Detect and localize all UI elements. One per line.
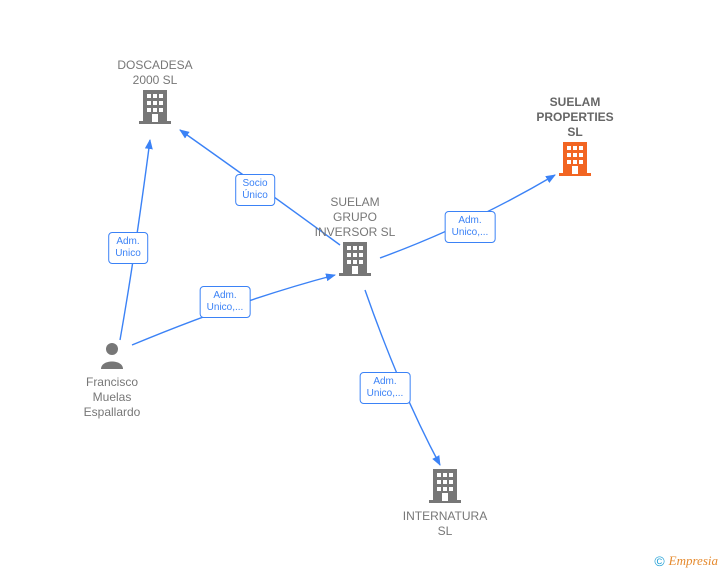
edge-label-e2: Adm. Unico,... — [200, 286, 251, 318]
node-label: SUELAM PROPERTIES SL — [525, 95, 625, 140]
node-doscadesa[interactable]: DOSCADESA 2000 SL — [105, 58, 205, 130]
node-label: DOSCADESA 2000 SL — [105, 58, 205, 88]
node-label: SUELAM GRUPO INVERSOR SL — [305, 195, 405, 240]
watermark-brand: Empresia — [669, 553, 718, 569]
node-suelam_grupo[interactable]: SUELAM GRUPO INVERSOR SL — [305, 195, 405, 282]
diagram-canvas: DOSCADESA 2000 SL SUELAM PROPERTIES SL SUE… — [0, 0, 728, 575]
node-internatura[interactable]: INTERNATURA SL — [395, 467, 495, 539]
node-suelam_prop[interactable]: SUELAM PROPERTIES SL — [525, 95, 625, 182]
watermark: © Empresia — [654, 553, 718, 569]
edge-label-e5: Adm. Unico,... — [360, 372, 411, 404]
node-label: Francisco Muelas Espallardo — [62, 375, 162, 420]
node-label: INTERNATURA SL — [395, 509, 495, 539]
copyright-icon: © — [654, 553, 664, 569]
edge-label-e1: Adm. Unico — [108, 232, 148, 264]
node-francisco[interactable]: Francisco Muelas Espallardo — [62, 341, 162, 420]
edge-label-e3: Socio Único — [235, 174, 275, 206]
edge-label-e4: Adm. Unico,... — [445, 211, 496, 243]
